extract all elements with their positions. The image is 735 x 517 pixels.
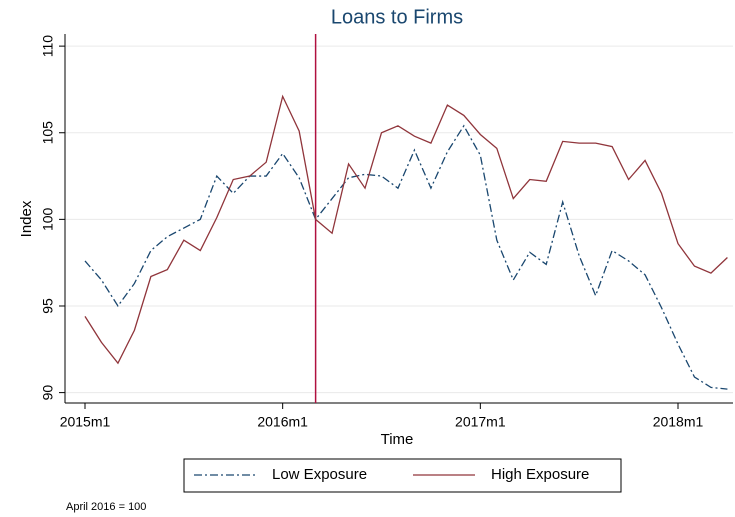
note: April 2016 = 100	[66, 501, 146, 513]
y-tick-label: 110	[40, 35, 56, 58]
line-series	[84, 124, 728, 390]
x-tick-label: 2015m1	[60, 414, 111, 430]
y-tick-label: 90	[40, 385, 56, 401]
x-tick-label: 2016m1	[257, 414, 308, 430]
chart-title: Loans to Firms	[331, 6, 463, 28]
y-tick-label: 95	[40, 298, 56, 314]
x-tick-label: 2018m1	[653, 414, 704, 430]
legend-label: Low Exposure	[272, 466, 367, 483]
legend-label: High Exposure	[491, 466, 589, 483]
x-tick-label: 2017m1	[455, 414, 506, 430]
line-series	[84, 94, 728, 365]
y-tick-label: 100	[40, 207, 56, 231]
legend-box	[183, 458, 622, 493]
y-tick-label: 105	[40, 121, 56, 145]
x-axis-title: Time	[381, 431, 414, 448]
y-axis-title: Index	[18, 200, 35, 237]
